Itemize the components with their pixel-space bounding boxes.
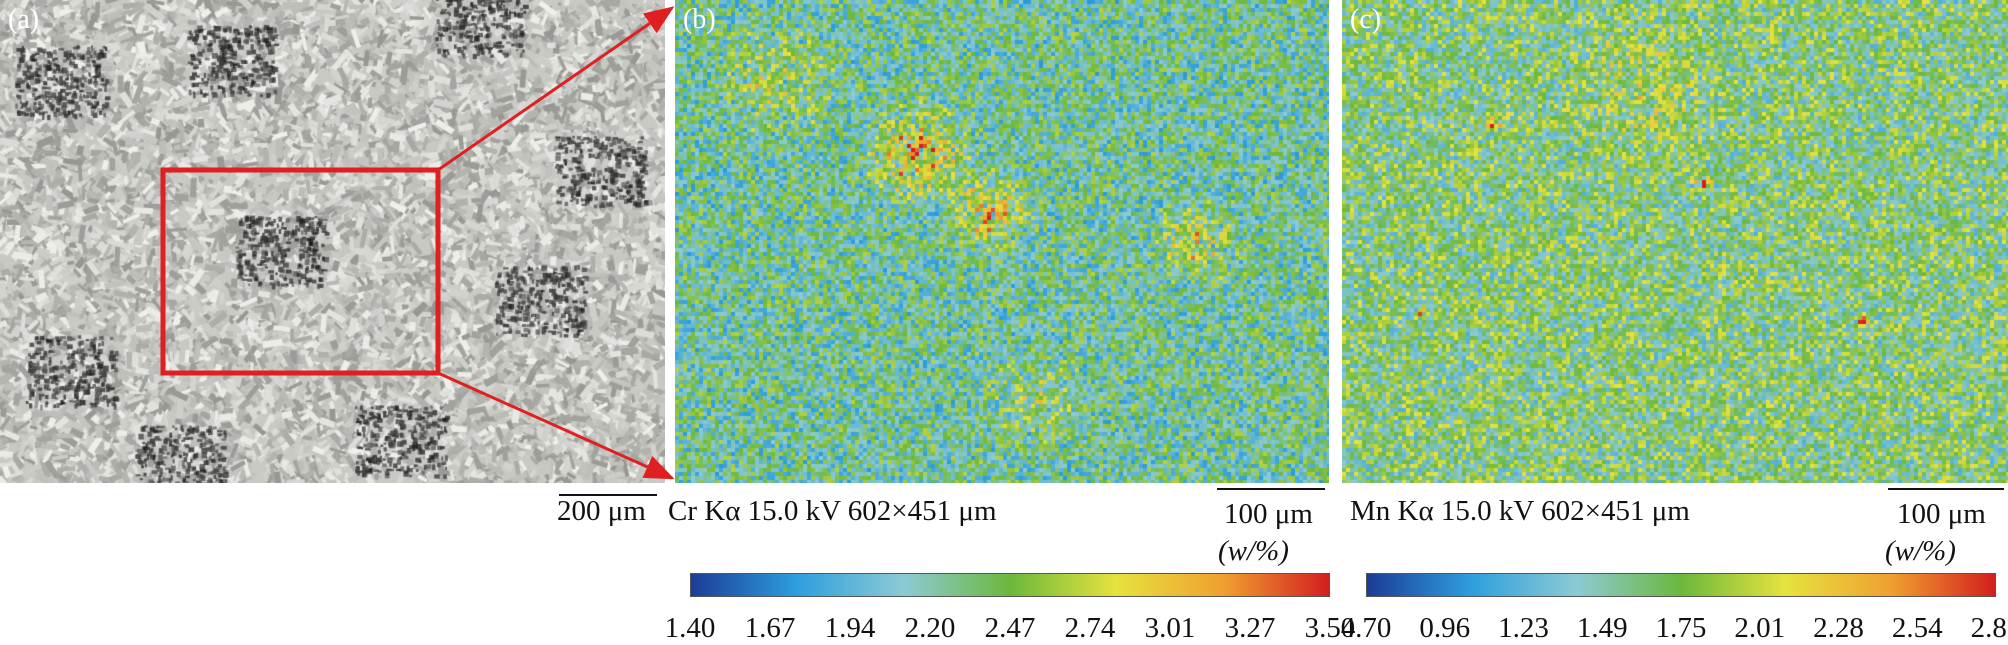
scale-bar-label-b: 100 μm (1224, 498, 1313, 530)
colorbar-tick-label: 1.40 (664, 612, 716, 644)
cr-map-panel-b: (b) (675, 0, 1329, 483)
micrograph-panel-a: (a) (0, 0, 665, 483)
arrow-bottom (437, 371, 675, 480)
cr-element-map (675, 0, 1329, 483)
colorbar-tick-label: 1.75 (1655, 612, 1707, 644)
caption-c: Mn Kα 15.0 kV 602×451 μm (1350, 495, 1690, 527)
colorbar-c (1366, 573, 1996, 597)
mn-map-panel-c: (c) (1342, 0, 2008, 483)
scale-bar-b (1217, 488, 1325, 490)
colorbar-tick-label: 2.20 (904, 612, 956, 644)
unit-label-c: (w/%) (1885, 535, 1956, 567)
panel-label-b: (b) (683, 4, 716, 35)
optical-micrograph (0, 0, 665, 483)
arrow-top (437, 6, 675, 172)
colorbar-tick-label: 1.23 (1498, 612, 1549, 644)
colorbar-tick-label: 2.47 (984, 612, 1036, 644)
colorbar-b (690, 573, 1330, 597)
colorbar-tick-label: 3.27 (1224, 612, 1276, 644)
unit-label-b: (w/%) (1218, 535, 1289, 567)
colorbar-tick-label: 2.80 (1970, 612, 2008, 644)
panel-label-c: (c) (1350, 4, 1382, 35)
scale-bar-label-c: 100 μm (1897, 498, 1986, 530)
colorbar-tick-label: 1.49 (1576, 612, 1628, 644)
colorbar-tick-label: 2.54 (1891, 612, 1943, 644)
colorbar-tick-label: 1.94 (824, 612, 876, 644)
colorbar-tick-label: 2.28 (1813, 612, 1864, 644)
mn-element-map (1342, 0, 2008, 483)
caption-b: Cr Kα 15.0 kV 602×451 μm (668, 495, 997, 527)
panel-label-a: (a) (8, 4, 40, 35)
colorbar-tick-label: 0.70 (1340, 612, 1392, 644)
colorbar-tick-label: 2.74 (1064, 612, 1116, 644)
zoom-indicator (160, 6, 675, 480)
colorbar-tick-label: 3.01 (1144, 612, 1196, 644)
scale-bar-c (1888, 488, 2004, 490)
highlight-rectangle (160, 167, 441, 376)
scale-bar-label-a: 200 μm (557, 495, 646, 527)
colorbar-tick-label: 2.01 (1734, 612, 1786, 644)
scale-bar-a (559, 494, 657, 496)
colorbar-tick-label: 0.96 (1419, 612, 1471, 644)
colorbar-tick-label: 1.67 (744, 612, 796, 644)
